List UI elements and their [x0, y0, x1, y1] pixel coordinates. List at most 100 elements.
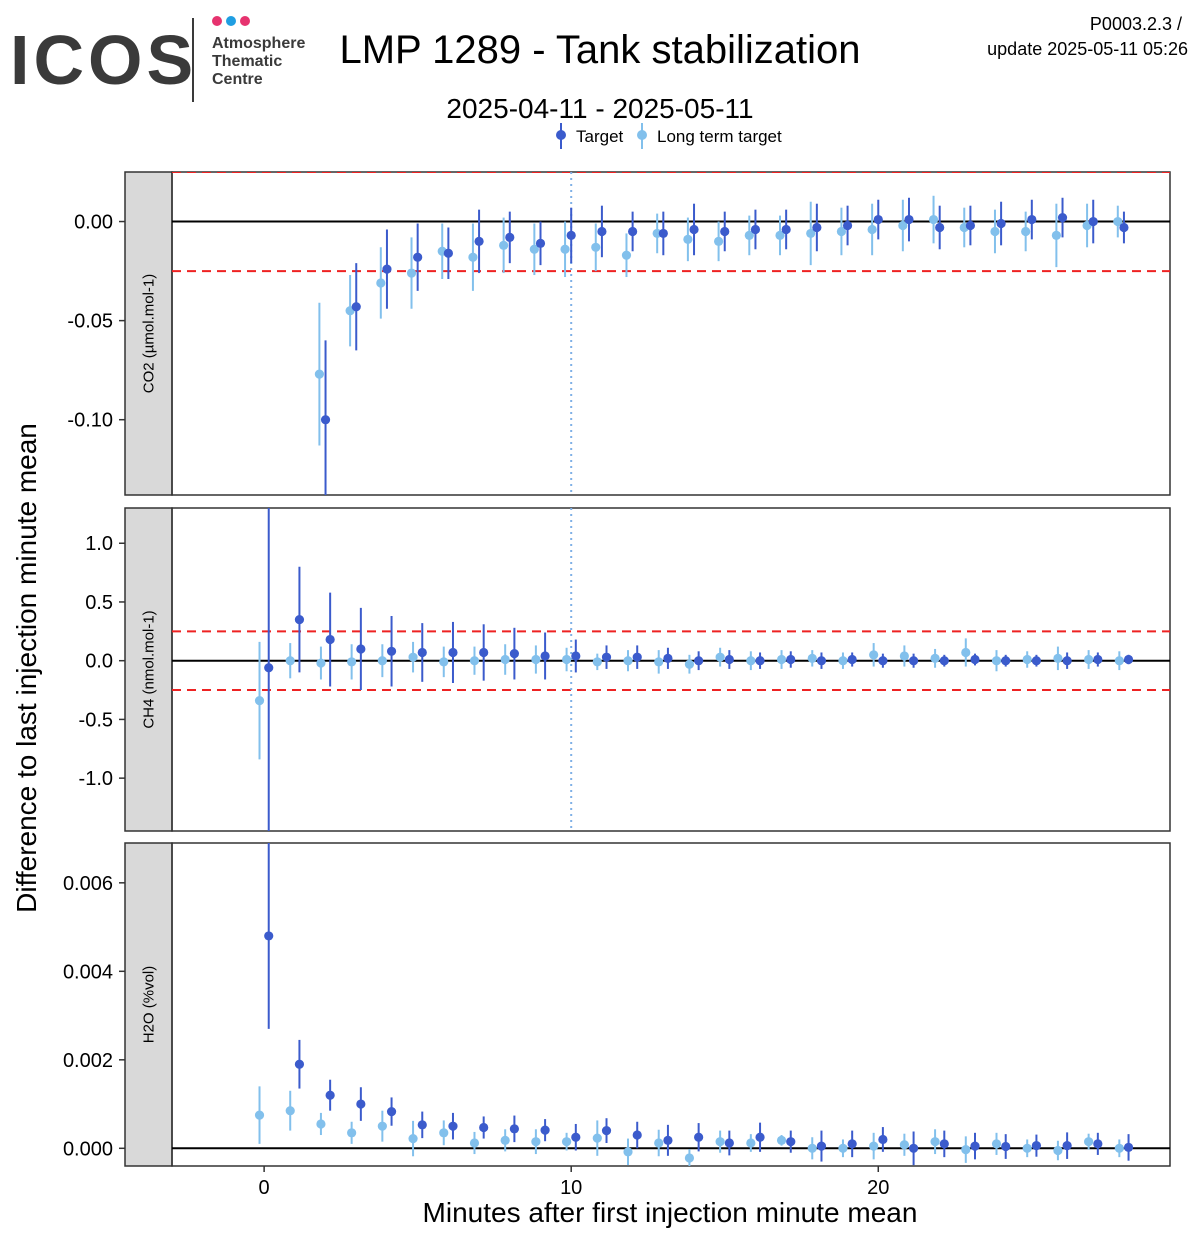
data-point [531, 654, 541, 665]
data-point [628, 226, 638, 237]
data-point [509, 649, 519, 659]
y-tick-label: 0.004 [63, 961, 113, 983]
legend-target-label: Target [576, 127, 624, 146]
data-point [996, 218, 1006, 229]
data-point [867, 224, 877, 235]
data-point [413, 252, 423, 262]
data-point [623, 1147, 633, 1157]
data-point [658, 228, 668, 239]
plot-frame [171, 171, 1171, 496]
logo-dot-3 [240, 16, 250, 26]
data-point [561, 1137, 572, 1147]
data-point [930, 1137, 940, 1147]
panel-3: H2O (%vol) 0.006 0.004 0.002 0.000 [63, 842, 1171, 1167]
y-tick-label: -0.5 [79, 709, 113, 731]
chart-subtitle: 2025-04-11 - 2025-05-11 [446, 93, 753, 124]
data-point [750, 224, 761, 235]
data-point [417, 647, 427, 658]
data-point [1053, 1145, 1063, 1156]
data-point [965, 220, 976, 231]
data-point [939, 1139, 949, 1149]
data-point [724, 1138, 734, 1148]
plot-frame [171, 842, 1171, 1167]
data-point [264, 663, 274, 673]
data-point [505, 232, 515, 242]
data-point [806, 228, 816, 239]
x-tick-label: 20 [867, 1177, 889, 1199]
data-point [632, 1130, 642, 1140]
data-point [1057, 212, 1068, 223]
x-tick-label: 0 [259, 1177, 270, 1199]
chart-title: LMP 1289 - Tank stabilization [339, 28, 860, 72]
data-point [406, 268, 417, 278]
data-point [869, 650, 879, 660]
data-point [448, 1121, 458, 1131]
series-target [320, 197, 1129, 495]
data-point [836, 226, 847, 237]
data-point [571, 1132, 581, 1142]
data-point [356, 1099, 366, 1109]
data-point [781, 224, 791, 235]
data-point [694, 656, 704, 666]
data-point [264, 931, 274, 941]
panels: CO2 (µmol.mol-1)0.00-0.05-0.10 CH4 (nmol.… [63, 171, 1171, 1199]
data-point [908, 656, 919, 666]
x-tick-label: 10 [560, 1177, 582, 1199]
data-point [500, 1135, 510, 1145]
strip-label: CO2 (µmol.mol-1) [141, 274, 158, 394]
data-point [314, 369, 324, 379]
data-point [898, 220, 908, 231]
logo-line-2: Thematic [212, 53, 282, 70]
data-point [448, 647, 458, 658]
data-point [499, 240, 509, 250]
data-point [744, 230, 754, 241]
data-point [1093, 654, 1103, 665]
data-point [382, 264, 392, 274]
data-point [1084, 1137, 1094, 1147]
y-tick-label: 0.0 [85, 651, 113, 673]
data-point [529, 244, 539, 254]
data-point [386, 646, 397, 656]
data-point [663, 1135, 673, 1145]
strip-label: H2O (%vol) [141, 966, 158, 1044]
data-point [294, 614, 305, 625]
data-point [632, 652, 642, 662]
data-point [838, 656, 848, 666]
data-point [689, 224, 699, 235]
logo-dot-1 [212, 16, 222, 26]
legend-target-point [556, 130, 566, 140]
data-point [684, 1153, 695, 1163]
data-point [320, 415, 331, 425]
header-right-line-2: update 2025-05-11 05:26 [987, 39, 1188, 59]
y-tick-label: 0.006 [63, 873, 113, 895]
data-point [1123, 1142, 1134, 1153]
data-point [316, 658, 326, 668]
data-point [807, 1143, 817, 1153]
data-point [347, 657, 357, 667]
data-point [254, 1110, 265, 1120]
data-point [408, 1133, 418, 1144]
strip-label: CH4 (nmol.mol-1) [141, 610, 158, 728]
data-point [500, 654, 510, 665]
y-tick-label: 0.000 [63, 1138, 113, 1160]
data-point [899, 651, 909, 661]
data-point [930, 653, 940, 663]
data-point [294, 1059, 305, 1069]
legend-longterm-point [637, 130, 647, 140]
data-point [1031, 1141, 1042, 1151]
data-point [474, 236, 484, 246]
data-point [479, 1122, 489, 1133]
data-point [720, 226, 730, 237]
data-point [873, 214, 883, 225]
data-point [351, 302, 361, 312]
data-point [991, 1139, 1002, 1149]
data-point [1027, 214, 1037, 225]
data-point [715, 652, 725, 662]
panel-1: CO2 (µmol.mol-1) 0.00 -0.05 -0.10 [67, 171, 1171, 496]
data-point [439, 1128, 449, 1138]
data-point [1114, 1143, 1124, 1153]
data-point [592, 657, 602, 667]
data-point [316, 1119, 326, 1129]
